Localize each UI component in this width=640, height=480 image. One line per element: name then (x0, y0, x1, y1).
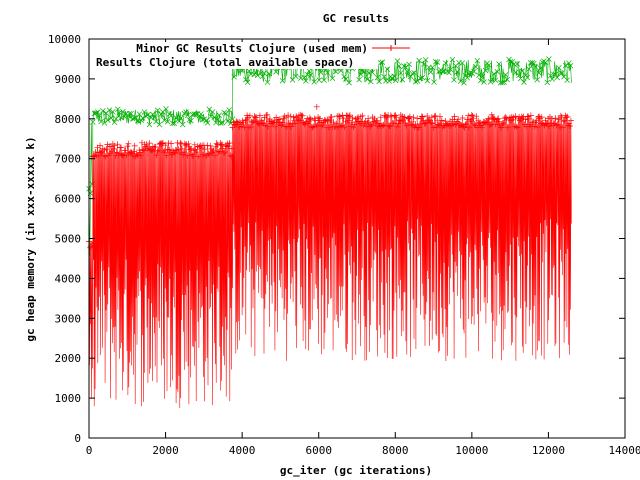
x-tick-label: 10000 (455, 444, 488, 457)
legend: Minor GC Results Clojure (used mem) Resu… (92, 42, 410, 69)
x-tick-label: 0 (86, 444, 93, 457)
legend-entry-total-space: Results Clojure (total available space) (96, 56, 354, 69)
y-tick-label: 7000 (55, 153, 82, 166)
y-tick-label: 3000 (55, 312, 82, 325)
y-axis-label: gc heap memory (in xxx-xxxxx k) (24, 136, 37, 341)
y-tick-label: 4000 (55, 272, 82, 285)
y-tick-label: 2000 (55, 352, 82, 365)
x-tick-label: 4000 (229, 444, 256, 457)
y-tick-label: 10000 (48, 33, 81, 46)
legend-marker-used-mem (388, 45, 394, 51)
x-axis-label: gc_iter (gc iterations) (280, 464, 432, 477)
series-line (88, 114, 572, 409)
y-tick-label: 8000 (55, 113, 82, 126)
y-tick-label: 9000 (55, 73, 82, 86)
chart-title: GC results (323, 12, 389, 25)
y-tick-label: 6000 (55, 193, 82, 206)
x-tick-label: 14000 (608, 444, 640, 457)
series-layer (86, 56, 574, 409)
legend-entry-used-mem: Minor GC Results Clojure (used mem) (136, 42, 368, 55)
y-tick-label: 1000 (55, 392, 82, 405)
x-tick-label: 2000 (152, 444, 179, 457)
y-tick-label: 0 (74, 432, 81, 445)
x-tick-label: 8000 (382, 444, 409, 457)
tick-labels: 0 2000 4000 6000 8000 10000 12000 14000 0 1000 200… (48, 33, 640, 457)
y-tick-label: 5000 (55, 233, 82, 246)
legend-background (92, 42, 378, 69)
x-tick-label: 12000 (532, 444, 565, 457)
x-tick-label: 6000 (305, 444, 332, 457)
series-used-mem (86, 103, 574, 409)
